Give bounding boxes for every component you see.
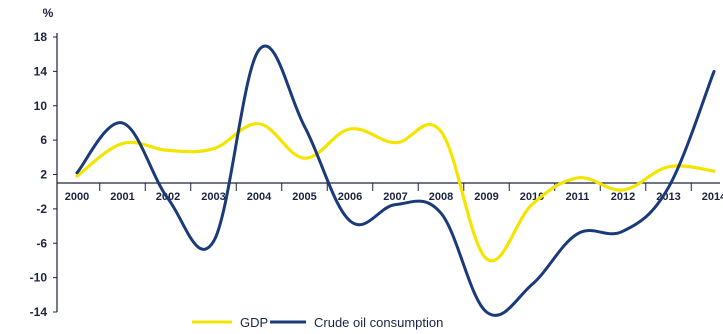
series-line-gdp — [75, 122, 716, 263]
y-tick-label: -2 — [36, 202, 47, 216]
y-tick-label: 14 — [34, 64, 48, 78]
series-lines — [75, 44, 716, 317]
x-tick-label: 2006 — [338, 191, 362, 203]
y-tick-label: 2 — [40, 168, 47, 182]
y-axis: % 18 14 10 6 2 -2 -6 -10 -14 — [30, 6, 58, 319]
x-tick-label: 2008 — [429, 191, 453, 203]
x-axis: 2000 2001 2002 2003 2004 2005 2006 2007 2008 2009… — [57, 182, 723, 203]
y-tick-label: 10 — [34, 99, 48, 113]
series-line-crude-oil-consumption — [75, 44, 716, 317]
y-tick-label: 6 — [40, 133, 47, 147]
x-tick-label: 2000 — [65, 191, 89, 203]
x-tick-label: 2001 — [110, 191, 134, 203]
y-tick-label: -6 — [36, 236, 47, 250]
x-tick-label: 2009 — [474, 191, 498, 203]
y-tick-label: 18 — [34, 30, 48, 44]
legend: GDP Crude oil consumption — [192, 315, 443, 330]
x-tick-label: 2004 — [247, 191, 272, 203]
y-tick-label: -10 — [30, 271, 48, 285]
x-tick-label: 2007 — [383, 191, 407, 203]
y-tick-label: -14 — [30, 305, 48, 319]
legend-label: Crude oil consumption — [314, 315, 443, 330]
legend-label: GDP — [240, 315, 268, 330]
x-tick-label: 2012 — [611, 191, 635, 203]
x-tick-label: 2005 — [292, 191, 316, 203]
y-axis-unit-label: % — [43, 6, 54, 20]
x-tick-label: 2014 — [702, 191, 723, 203]
x-tick-label: 2003 — [201, 191, 225, 203]
x-tick-label: 2011 — [566, 191, 590, 203]
